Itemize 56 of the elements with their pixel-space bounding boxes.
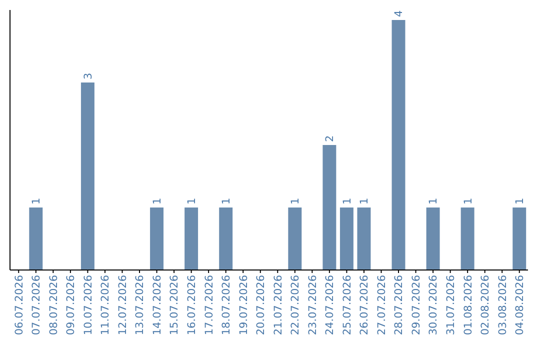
bar: [512, 208, 526, 270]
bar: [288, 208, 302, 270]
bar: [184, 208, 198, 270]
x-tick-label: 20.07.2026: [255, 274, 268, 336]
x-tick-label: 26.07.2026: [358, 274, 371, 336]
x-tick-label: 13.07.2026: [134, 274, 146, 336]
x-tick-label: 21.07.2026: [272, 274, 284, 336]
x-tick-label: 14.07.2026: [151, 274, 164, 336]
x-tick-label: 07.07.2026: [30, 274, 43, 336]
data-label: 1: [30, 198, 43, 204]
data-label: 3: [82, 72, 94, 80]
x-tick-label: 28.07.2026: [393, 274, 406, 336]
x-tick-label: 01.08.2026: [462, 274, 474, 336]
x-tick-label: 19.07.2026: [238, 274, 250, 336]
data-label: 1: [186, 198, 198, 204]
x-tick-label: 30.07.2026: [428, 274, 440, 336]
x-tick-label: 12.07.2026: [116, 274, 129, 336]
x-tick-label: 08.07.2026: [48, 274, 60, 336]
x-tick-label: 25.07.2026: [341, 274, 354, 336]
x-tick-label: 06.07.2026: [13, 274, 26, 336]
data-label: 1: [428, 198, 440, 204]
bar: [340, 208, 354, 270]
data-label: 2: [324, 135, 336, 142]
x-tick-label: 10.07.2026: [82, 274, 94, 336]
x-tick-label: 02.08.2026: [480, 274, 492, 336]
x-tick-label: 31.07.2026: [444, 274, 457, 336]
x-tick-label: 24.07.2026: [324, 274, 336, 336]
data-label: 1: [290, 198, 302, 204]
x-tick-label: 04.08.2026: [514, 274, 526, 336]
data-label: 1: [220, 198, 233, 204]
bar: [80, 82, 94, 270]
bar: [357, 208, 371, 270]
bar: [426, 208, 440, 270]
x-tick-label: 16.07.2026: [186, 274, 198, 336]
x-tick-label: 11.07.2026: [100, 274, 112, 336]
data-label: 1: [358, 198, 371, 204]
bar: [322, 145, 336, 270]
x-tick-label: 18.07.2026: [220, 274, 233, 336]
data-label: 1: [151, 198, 164, 204]
data-label: 1: [514, 198, 526, 204]
x-tick-label: 09.07.2026: [65, 274, 78, 336]
bar: [29, 208, 43, 270]
x-tick-label: 22.07.2026: [290, 274, 302, 336]
data-label: 4: [393, 10, 406, 17]
data-label: 1: [462, 198, 474, 204]
x-tick-label: 03.08.2026: [496, 274, 509, 336]
bar: [392, 20, 406, 270]
x-tick-label: 23.07.2026: [306, 274, 319, 336]
bar: [219, 208, 233, 270]
bar: [150, 208, 164, 270]
x-tick-label: 15.07.2026: [168, 274, 181, 336]
bar: [460, 208, 474, 270]
data-label: 1: [341, 198, 354, 204]
x-tick-label: 17.07.2026: [203, 274, 216, 336]
x-tick-label: 27.07.2026: [376, 274, 388, 336]
x-tick-label: 29.07.2026: [410, 274, 422, 336]
